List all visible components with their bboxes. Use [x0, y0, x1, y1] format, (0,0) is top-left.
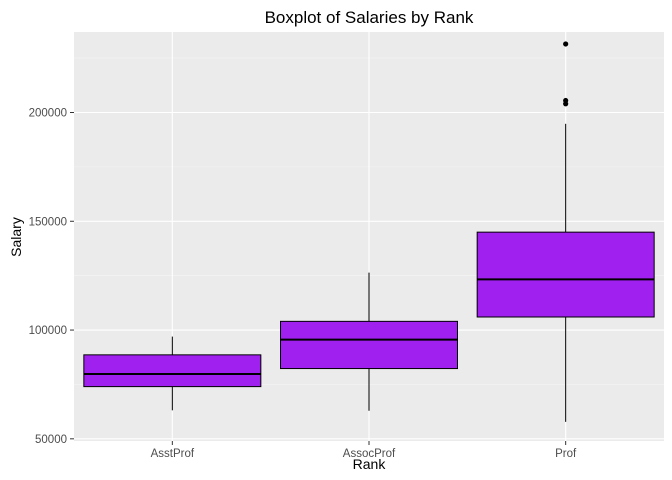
x-tick-label: AssocProf [343, 448, 396, 460]
y-axis-title: Salary [8, 217, 24, 257]
outlier-point [563, 41, 569, 47]
box-iqr [83, 354, 262, 388]
x-axis-title: Rank [353, 456, 387, 472]
box-iqr [476, 231, 655, 318]
chart-title: Boxplot of Salaries by Rank [265, 8, 474, 27]
y-axis-ticks: 50000 100000 150000 200000 [29, 107, 74, 446]
outlier-point [563, 97, 569, 104]
box-prof [476, 41, 655, 422]
y-tick-label: 150000 [29, 216, 67, 228]
box-asstprof [83, 336, 262, 411]
x-axis-ticks: AsstProf AssocProf Prof [151, 441, 577, 460]
box-iqr [280, 320, 458, 370]
box-assocprof [280, 272, 458, 411]
y-tick-label: 50000 [35, 434, 67, 446]
x-tick-label: AsstProf [151, 448, 195, 460]
y-tick-label: 200000 [29, 107, 67, 119]
boxes-layer [83, 41, 655, 422]
y-tick-label: 100000 [29, 325, 67, 337]
x-tick-label: Prof [555, 448, 577, 460]
